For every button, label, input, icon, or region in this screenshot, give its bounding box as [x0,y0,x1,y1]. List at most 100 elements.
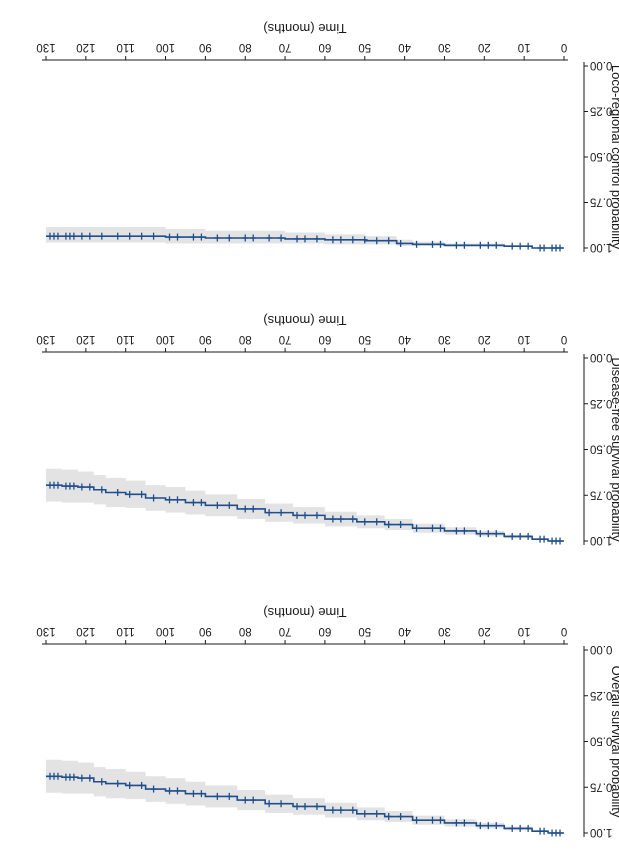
censor-mark [453,527,460,535]
censor-mark [46,481,53,489]
censor-mark [349,515,356,523]
censor-mark [126,490,133,498]
censor-mark [138,490,145,498]
x-tick-label: 60 [319,41,332,53]
censor-mark [278,800,285,808]
censor-mark [62,482,69,490]
censor-mark [461,527,468,535]
y-tick-label: 0.00 [590,59,612,71]
x-tick-label: 130 [36,41,55,53]
censor-mark [302,235,308,243]
censor-mark [461,241,468,249]
censor-mark [62,773,69,781]
censor-mark [349,236,356,244]
censor-mark [373,518,380,526]
censor-mark [537,827,544,835]
censor-mark [485,530,492,538]
censor-mark [46,772,53,780]
censor-mark [329,236,336,244]
censor-mark [437,240,444,248]
censor-mark [337,515,344,523]
y-tick-label: 0.75 [590,196,612,208]
censor-mark [329,515,336,523]
x-tick-label: 70 [279,41,292,53]
censor-mark [242,234,249,242]
x-tick-label: 130 [36,625,55,637]
censor-mark [509,532,516,540]
y-tick-label: 0.50 [590,150,612,162]
x-tick-label: 100 [156,41,175,53]
censor-mark [294,235,301,243]
censor-mark [385,813,392,821]
censor-mark [114,232,121,240]
x-tick-label: 110 [117,333,135,345]
y-tick-label: 0.75 [590,488,612,500]
censor-mark [166,233,173,241]
censor-mark [373,810,380,818]
x-tick-label: 110 [117,41,135,53]
censor-mark [214,501,221,509]
y-tick-label: 1.00 [590,534,612,546]
x-tick-label: 110 [117,625,135,637]
y-tick-label: 0.50 [590,735,612,747]
y-tick-label: 1.00 [590,826,612,838]
censor-mark [198,499,205,507]
censor-mark [126,232,133,240]
x-tick-label: 70 [279,625,292,637]
x-tick-label: 40 [398,625,411,637]
censor-mark [250,796,257,804]
censor-mark [549,244,556,252]
censor-mark [266,800,273,808]
censor-mark [517,532,524,540]
x-tick-label: 50 [358,41,371,53]
y-axis-title: Disease-free survival probability [609,357,619,542]
censor-mark [190,233,197,241]
censor-mark [302,511,308,519]
censor-mark [509,242,516,250]
censor-mark [174,787,181,795]
x-axis-title: Time (months) [263,605,346,620]
x-tick-label: 80 [239,333,252,345]
x-tick-label: 120 [76,333,95,345]
censor-mark [485,822,492,830]
censor-mark [294,802,301,810]
censor-mark [214,234,221,242]
x-tick-label: 10 [518,625,531,637]
censor-mark [337,806,344,814]
censor-mark [313,511,320,519]
x-axis-title: Time (months) [263,313,346,328]
x-tick-label: 50 [358,333,371,345]
censor-mark [138,232,145,240]
y-axis-title: Loco-regional control probability [609,65,619,250]
censor-mark [226,234,233,242]
censor-mark [485,241,492,249]
censor-mark [517,242,524,250]
censor-mark [98,778,105,786]
x-tick-label: 0 [561,333,567,345]
y-tick-label: 0.00 [590,643,612,655]
censor-mark [198,790,205,798]
censor-mark [86,232,93,240]
censor-mark [385,521,392,529]
censor-mark [98,486,105,494]
x-tick-label: 30 [438,625,451,637]
censor-mark [150,785,157,793]
censor-mark [461,819,468,827]
censor-mark [166,496,173,504]
censor-mark [517,824,524,832]
censor-mark [150,232,157,240]
censor-mark [437,816,444,824]
censor-mark [294,511,301,519]
censor-mark [313,235,320,243]
y-tick-label: 0.25 [590,105,612,117]
censor-mark [549,537,556,545]
y-tick-label: 0.25 [590,689,612,701]
x-tick-label: 20 [478,41,491,53]
censor-mark [313,802,320,810]
censor-mark [493,530,500,538]
panel-1: 0.00 0.25 0.50 0.75 1.00 Overall survival pro… [36,605,619,838]
censor-mark [226,792,233,800]
censor-mark [86,483,93,491]
